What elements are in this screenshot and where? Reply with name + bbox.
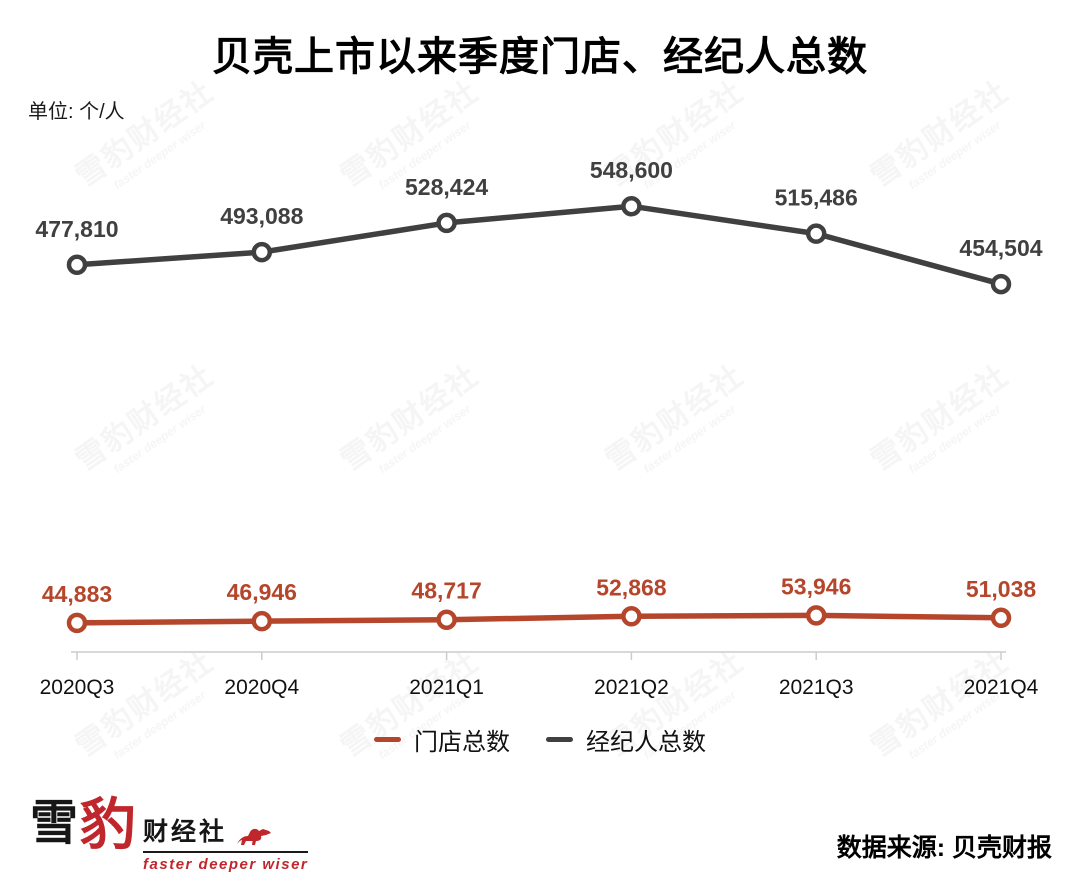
x-axis-label: 2020Q3 — [40, 676, 115, 699]
value-label: 51,038 — [966, 576, 1037, 602]
line-chart: 2020Q3 2020Q4 2021Q1 2021Q2 2021Q3 2021Q4 44,8… — [35, 157, 1043, 699]
value-label: 493,088 — [220, 203, 303, 229]
data-point — [805, 223, 827, 244]
series-line-1 — [74, 203, 1004, 287]
value-label: 528,424 — [405, 174, 488, 200]
logo-tagline: faster deeper wiser — [143, 856, 309, 873]
x-axis: 2020Q3 2020Q4 2021Q1 2021Q2 2021Q3 2021Q4 — [40, 651, 1039, 699]
logo-char-xue: 雪 — [30, 797, 79, 850]
series-line-0 — [74, 612, 1004, 626]
data-point — [436, 609, 457, 630]
x-axis-label: 2021Q1 — [409, 676, 484, 699]
data-point — [66, 254, 88, 276]
xuebao-finance-logo: 雪 豹 财经社 faster deeper wiser — [30, 795, 309, 873]
x-axis-label: 2021Q4 — [964, 676, 1039, 699]
data-point — [251, 610, 273, 632]
unit-label: 单位: 个/人 — [28, 101, 125, 123]
data-point — [990, 607, 1012, 629]
data-source-label: 数据来源: 贝壳财报 — [836, 834, 1052, 862]
legend-item-stores[interactable]: 门店总数 — [374, 722, 510, 757]
value-label: 52,868 — [596, 574, 667, 600]
value-label: 548,600 — [590, 157, 673, 183]
logo-suffix: 财经社 — [143, 819, 228, 846]
legend-label-agents: 经纪人总数 — [586, 729, 706, 756]
data-point — [436, 212, 457, 234]
value-label: 44,883 — [42, 581, 112, 607]
legend-item-agents[interactable]: 经纪人总数 — [546, 722, 706, 757]
x-axis-label: 2021Q2 — [594, 676, 669, 699]
series-1: 477,810 493,088 528,424 548,600 515,486 454,5… — [35, 157, 1043, 295]
chart-legend: 门店总数 经纪人总数 — [0, 722, 1080, 757]
series-0: 44,883 46,946 48,717 52,868 53,946 51,038 — [42, 573, 1037, 634]
legend-label-stores: 门店总数 — [414, 729, 510, 756]
chart-title: 贝壳上市以来季度门店、经纪人总数 — [212, 35, 868, 79]
data-point — [66, 612, 88, 634]
data-point — [251, 241, 273, 263]
logo-char-bao: 豹 — [80, 795, 137, 857]
value-label: 454,504 — [959, 235, 1042, 261]
value-label: 477,810 — [35, 216, 118, 242]
value-label: 53,946 — [781, 573, 851, 599]
agents-series-swatch — [546, 737, 573, 742]
data-point — [805, 605, 827, 626]
leopard-icon — [237, 828, 272, 845]
value-label: 46,946 — [227, 579, 297, 605]
data-point — [990, 273, 1012, 295]
x-axis-label: 2020Q4 — [224, 676, 299, 699]
data-point — [621, 195, 642, 217]
data-point — [621, 606, 642, 627]
x-axis-label: 2021Q3 — [779, 676, 854, 699]
stores-series-swatch — [374, 737, 401, 742]
value-label: 515,486 — [775, 185, 858, 211]
value-label: 48,717 — [411, 578, 481, 604]
